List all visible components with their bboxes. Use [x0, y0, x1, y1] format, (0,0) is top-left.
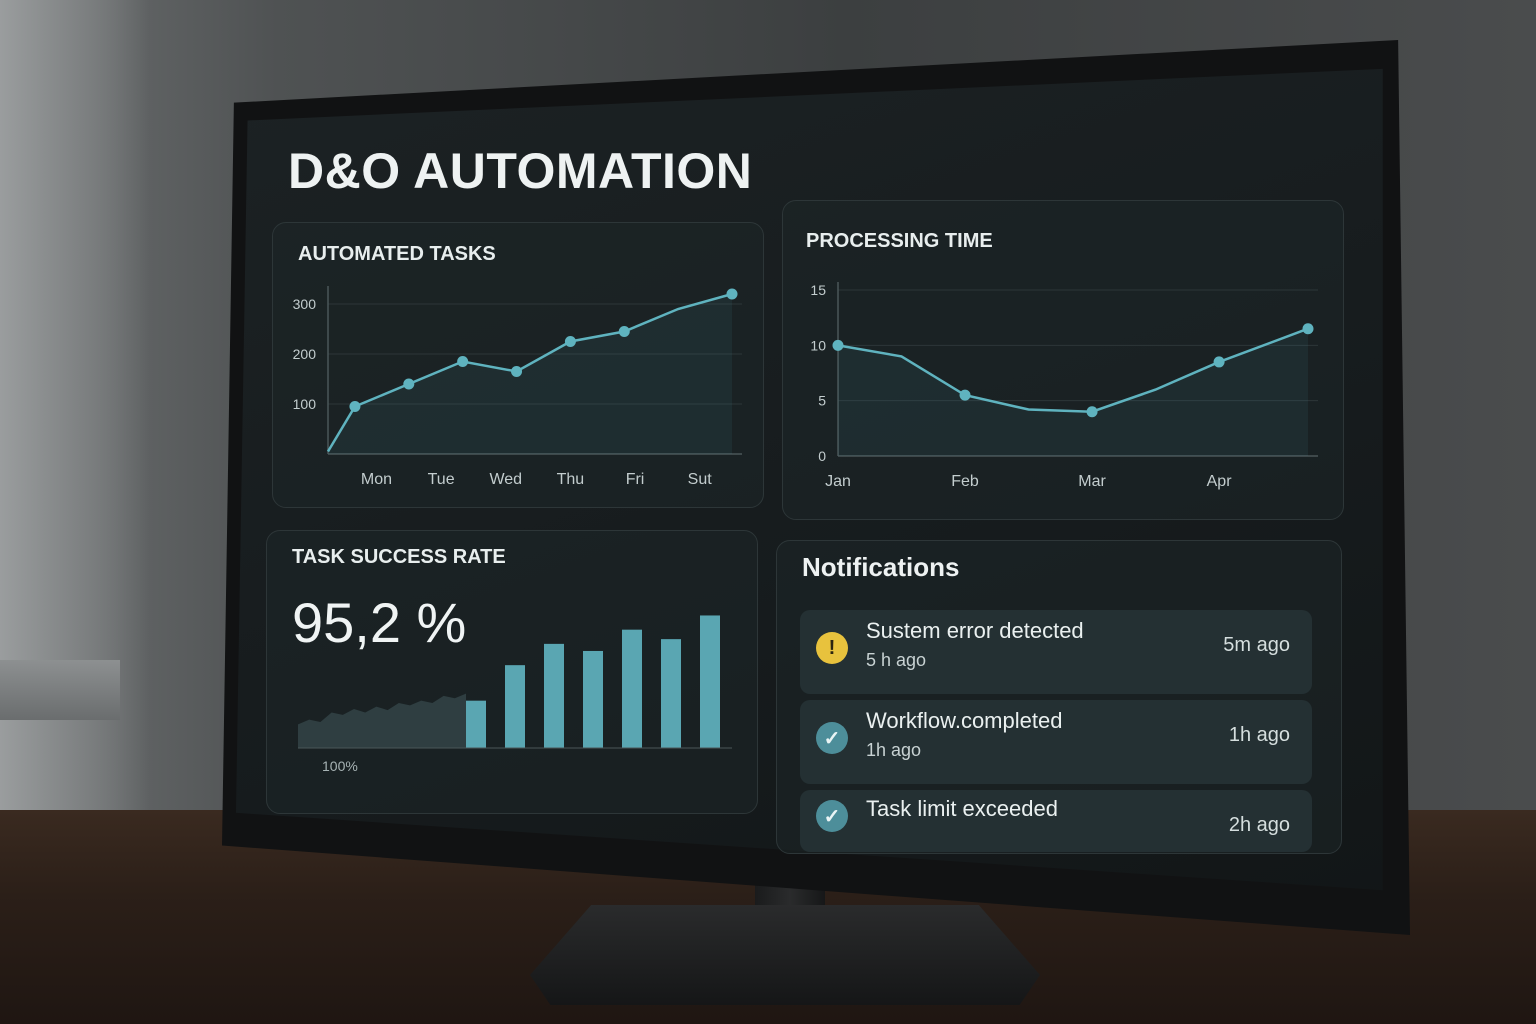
notification-item[interactable]: ✓ Task limit exceeded 2h ago	[800, 790, 1312, 852]
y-tick-label: 100	[293, 396, 317, 412]
success-rate-footer: 100%	[322, 758, 358, 774]
x-tick-label: Thu	[557, 471, 585, 488]
notification-title: Sustem error detected	[866, 618, 1084, 643]
notification-title: Task limit exceeded	[866, 796, 1058, 821]
y-tick-label: 15	[810, 282, 826, 298]
processing-time-title: PROCESSING TIME	[806, 230, 993, 252]
x-tick-label: Tue	[428, 471, 455, 488]
y-tick-label: 5	[818, 393, 826, 409]
background-area	[298, 693, 466, 748]
check-icon: ✓	[816, 800, 848, 832]
automated-tasks-card[interactable]	[272, 222, 764, 508]
data-point	[564, 336, 576, 347]
automated-tasks-chart: 100 200 300 Mon Tue Wed Thu Fri Sut	[293, 286, 742, 488]
x-tick-label: Jan	[825, 473, 851, 490]
data-point	[511, 366, 523, 377]
bar	[622, 629, 642, 748]
x-tick-label: Fri	[626, 471, 645, 488]
data-point	[403, 378, 415, 390]
monitor-stand-base	[530, 905, 1040, 1005]
data-point	[832, 339, 844, 351]
window-sill	[0, 660, 120, 720]
series-area	[328, 294, 732, 454]
success-rate-chart	[298, 615, 732, 749]
x-tick-label: Wed	[489, 471, 522, 488]
processing-time-chart: 0 5 10 15 Jan Feb Mar Apr	[810, 282, 1318, 490]
series-area	[838, 328, 1308, 456]
x-tick-label: Apr	[1207, 473, 1233, 490]
bar	[661, 639, 681, 748]
data-point	[1213, 356, 1225, 368]
warning-icon: !	[816, 632, 848, 664]
notification-subtitle: 1h ago	[866, 740, 922, 760]
x-tick-label: Mon	[361, 471, 392, 488]
x-tick-label: Feb	[951, 473, 979, 490]
y-tick-label: 300	[293, 296, 317, 312]
notifications-title: Notifications	[802, 552, 960, 582]
notification-item[interactable]: ✓ Workflow.completed 1h ago 1h ago	[800, 700, 1312, 784]
data-point	[618, 326, 630, 337]
notification-time: 1h ago	[1228, 724, 1290, 746]
success-rate-value: 95,2 %	[292, 591, 467, 654]
data-point	[959, 389, 971, 401]
data-point	[1086, 406, 1098, 418]
data-point	[726, 288, 738, 300]
notification-time: 5m ago	[1223, 634, 1290, 656]
bar	[700, 615, 720, 748]
series-line	[837, 327, 1309, 413]
data-point	[349, 401, 361, 412]
bar	[505, 665, 525, 748]
notification-title: Workflow.completed	[866, 708, 1063, 733]
notification-time: 2h ago	[1228, 814, 1290, 836]
bar	[544, 643, 564, 748]
notification-subtitle: 5 h ago	[866, 650, 927, 670]
task-success-rate-title: TASK SUCCESS RATE	[292, 546, 506, 568]
bar	[583, 650, 603, 748]
automated-tasks-title: AUTOMATED TASKS	[298, 243, 496, 265]
x-tick-label: Mar	[1078, 473, 1106, 490]
x-tick-label: Sut	[688, 471, 713, 488]
data-point	[457, 356, 469, 367]
check-icon: ✓	[816, 722, 848, 754]
processing-time-card[interactable]	[782, 200, 1344, 520]
y-tick-label: 200	[293, 346, 317, 362]
data-point	[1302, 323, 1314, 335]
bar	[466, 700, 486, 748]
y-tick-label: 10	[810, 337, 826, 353]
dashboard-title: D&O AUTOMATION	[288, 143, 753, 199]
notification-item[interactable]: ! Sustem error detected 5 h ago 5m ago	[800, 610, 1312, 694]
y-tick-label: 0	[818, 448, 826, 464]
